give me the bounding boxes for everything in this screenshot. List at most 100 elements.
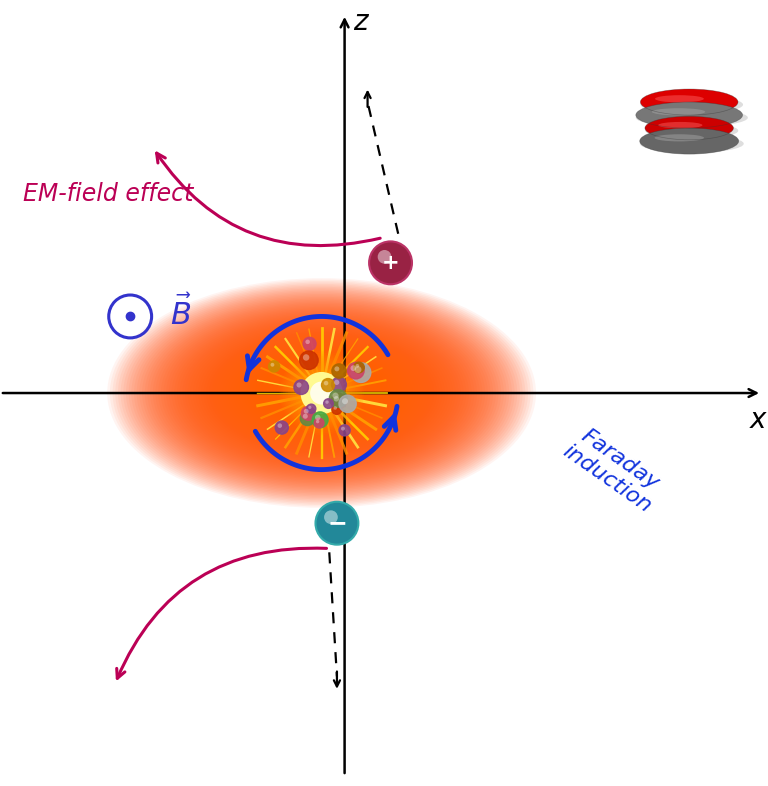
- Ellipse shape: [306, 378, 337, 408]
- Ellipse shape: [255, 357, 389, 429]
- Ellipse shape: [300, 381, 343, 405]
- Circle shape: [341, 427, 345, 431]
- Ellipse shape: [212, 334, 432, 452]
- Ellipse shape: [137, 294, 507, 492]
- Circle shape: [339, 395, 356, 413]
- Circle shape: [300, 411, 315, 425]
- Ellipse shape: [220, 339, 423, 447]
- Ellipse shape: [281, 353, 362, 433]
- Ellipse shape: [270, 365, 372, 421]
- Ellipse shape: [126, 288, 518, 498]
- Circle shape: [342, 399, 348, 404]
- Circle shape: [383, 255, 398, 270]
- Circle shape: [324, 510, 338, 524]
- Circle shape: [308, 406, 312, 409]
- Ellipse shape: [303, 383, 340, 403]
- Circle shape: [356, 364, 359, 368]
- Ellipse shape: [645, 116, 733, 140]
- Ellipse shape: [233, 346, 410, 440]
- Ellipse shape: [316, 388, 326, 398]
- Ellipse shape: [658, 122, 703, 128]
- Ellipse shape: [169, 311, 475, 475]
- Circle shape: [316, 501, 359, 545]
- Ellipse shape: [312, 383, 332, 403]
- Circle shape: [376, 248, 405, 277]
- Circle shape: [315, 415, 320, 421]
- Ellipse shape: [201, 329, 442, 457]
- Ellipse shape: [292, 377, 351, 409]
- Ellipse shape: [217, 337, 426, 449]
- Ellipse shape: [144, 298, 498, 488]
- Text: Faraday
induction: Faraday induction: [559, 422, 668, 517]
- Ellipse shape: [636, 108, 748, 127]
- Ellipse shape: [296, 368, 347, 418]
- Circle shape: [386, 259, 395, 267]
- Circle shape: [378, 250, 403, 276]
- Circle shape: [369, 241, 412, 285]
- Circle shape: [348, 362, 364, 379]
- Circle shape: [322, 379, 335, 391]
- Circle shape: [375, 247, 406, 278]
- Ellipse shape: [187, 321, 455, 465]
- Ellipse shape: [244, 351, 399, 435]
- Ellipse shape: [108, 278, 536, 508]
- Ellipse shape: [319, 391, 324, 395]
- Ellipse shape: [301, 373, 342, 413]
- Circle shape: [350, 365, 356, 371]
- Ellipse shape: [645, 123, 738, 139]
- Ellipse shape: [121, 285, 523, 501]
- Circle shape: [294, 380, 309, 395]
- Ellipse shape: [193, 324, 450, 462]
- Circle shape: [301, 406, 315, 421]
- Circle shape: [332, 364, 346, 378]
- Ellipse shape: [155, 304, 488, 482]
- Ellipse shape: [161, 307, 482, 479]
- Ellipse shape: [265, 363, 378, 423]
- Circle shape: [326, 400, 329, 404]
- Ellipse shape: [291, 362, 352, 424]
- Ellipse shape: [252, 356, 392, 431]
- Circle shape: [334, 380, 339, 385]
- Ellipse shape: [115, 282, 528, 504]
- Ellipse shape: [118, 284, 525, 502]
- Circle shape: [269, 361, 280, 372]
- Ellipse shape: [655, 95, 703, 102]
- Ellipse shape: [124, 287, 520, 499]
- Circle shape: [369, 241, 412, 285]
- Text: +: +: [382, 253, 399, 273]
- Ellipse shape: [310, 381, 333, 405]
- Ellipse shape: [320, 391, 323, 395]
- Text: $\vec{B}$: $\vec{B}$: [170, 295, 192, 331]
- Ellipse shape: [239, 348, 405, 438]
- Ellipse shape: [295, 379, 349, 407]
- Circle shape: [316, 420, 319, 424]
- Ellipse shape: [166, 310, 477, 476]
- Ellipse shape: [174, 314, 469, 472]
- Ellipse shape: [316, 390, 327, 396]
- Ellipse shape: [230, 344, 412, 442]
- Ellipse shape: [207, 331, 437, 455]
- Circle shape: [275, 421, 288, 434]
- Ellipse shape: [257, 358, 386, 428]
- Ellipse shape: [311, 387, 333, 399]
- Circle shape: [277, 424, 282, 428]
- Ellipse shape: [636, 102, 743, 128]
- Ellipse shape: [640, 128, 739, 154]
- Ellipse shape: [652, 108, 705, 116]
- Ellipse shape: [110, 280, 533, 506]
- Circle shape: [300, 351, 318, 369]
- Ellipse shape: [268, 365, 376, 422]
- Circle shape: [380, 253, 401, 273]
- Ellipse shape: [263, 362, 381, 424]
- Ellipse shape: [204, 330, 439, 456]
- Ellipse shape: [285, 356, 359, 430]
- Ellipse shape: [185, 320, 458, 466]
- Ellipse shape: [284, 373, 359, 413]
- Ellipse shape: [297, 380, 346, 406]
- Ellipse shape: [318, 390, 325, 396]
- Circle shape: [388, 260, 393, 266]
- Circle shape: [306, 404, 316, 413]
- Ellipse shape: [300, 372, 343, 414]
- Circle shape: [324, 381, 329, 385]
- Circle shape: [312, 412, 328, 428]
